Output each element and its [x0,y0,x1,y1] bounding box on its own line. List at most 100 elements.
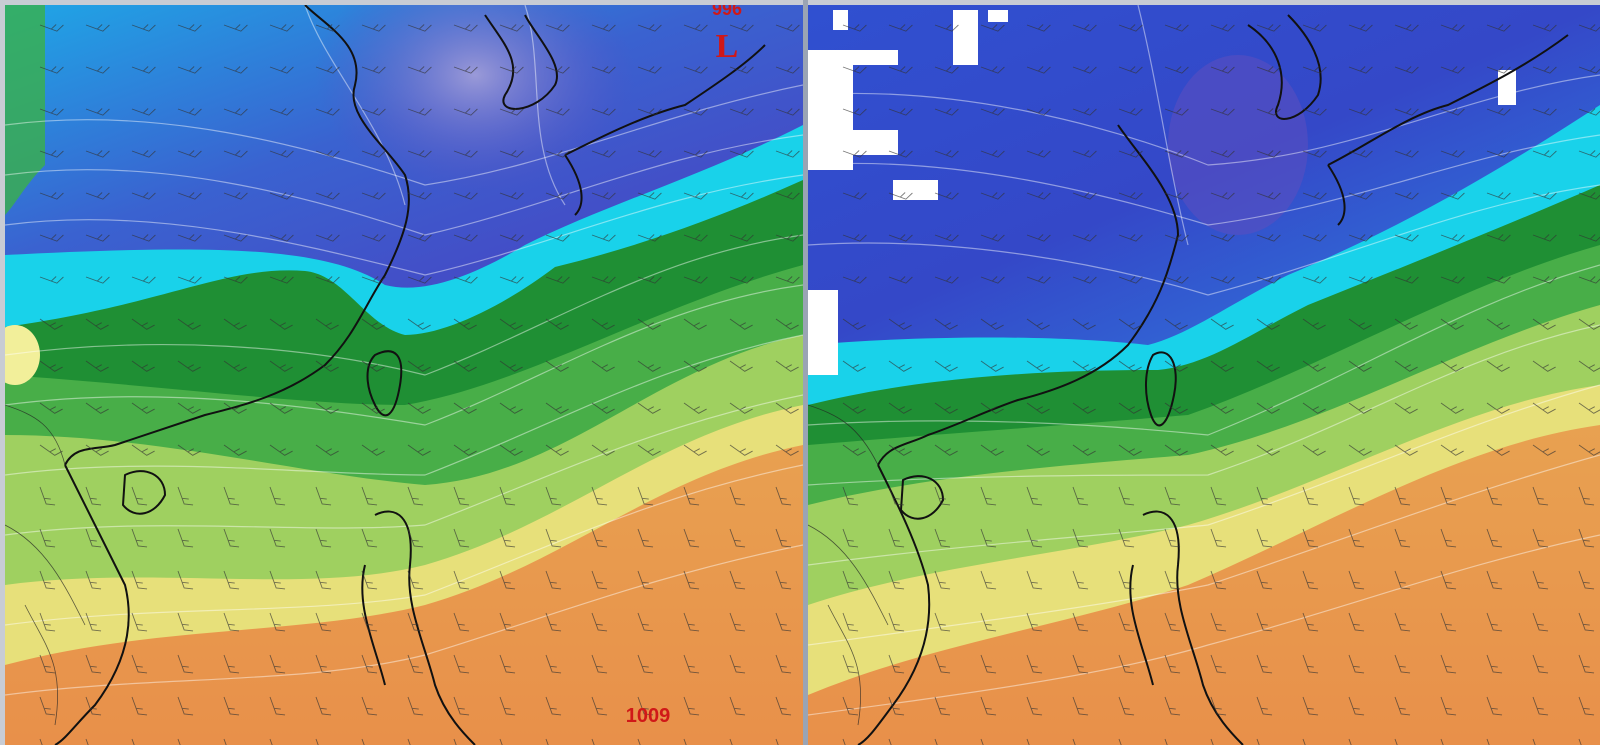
wind-barb [729,192,754,200]
wind-barb [131,318,155,330]
wind-barb [842,654,859,674]
wind-barb [729,150,754,158]
wind-barb [1578,234,1600,242]
wind-barb [980,24,1005,32]
wind-barb [637,360,661,372]
wind-barb [1072,234,1097,242]
wind-barb [729,528,746,548]
land-patch [5,5,45,215]
wind-barb [1256,402,1280,414]
wind-barb [407,108,432,116]
wind-barb [407,24,432,32]
wind-barb [683,360,707,372]
wind-barb [1164,444,1188,456]
wind-barb [1486,444,1510,456]
wind-barb [980,654,997,674]
wind-barb [453,444,477,456]
wind-barb [1394,570,1411,590]
wind-barb [453,318,477,330]
wind-barb [1486,696,1503,716]
wind-barb [1164,192,1189,200]
wind-barb [1532,570,1549,590]
wind-barb [775,66,800,74]
wind-barb [407,66,432,74]
wind-barb [85,192,110,200]
wind-barb [1578,24,1600,32]
wind-barb [1256,24,1281,32]
wind-barb [177,696,194,716]
wind-barb [1072,318,1096,330]
wind-barb [842,66,867,74]
wind-barb [1118,360,1142,372]
wind-barb [85,318,109,330]
wind-barb [1256,612,1273,632]
wind-barb [545,66,570,74]
wind-barb [683,24,708,32]
wind-barb [361,696,378,716]
wind-barb [1210,696,1227,716]
wind-barb [1302,612,1319,632]
wind-barb [637,234,662,242]
wind-barb [683,276,708,284]
wind-barb [1026,654,1043,674]
wind-barb [269,276,294,284]
wind-barb [934,570,951,590]
wind-barb [315,696,332,716]
wind-barb [591,234,616,242]
wind-barb [407,486,424,506]
wind-barb [1348,150,1373,158]
wind-barb [683,402,707,414]
wind-barb [223,66,248,74]
wind-barb [637,612,654,632]
wind-barb [1072,528,1089,548]
wind-barb [407,276,432,284]
wind-barb [1210,108,1235,116]
wind-barb [499,276,524,284]
wind-barb [1532,612,1549,632]
wind-barb [269,654,286,674]
wind-barb [85,696,102,716]
missing-data [808,10,1516,375]
wind-barb [1486,486,1503,506]
wind-barb [1486,66,1511,74]
wind-barb [775,234,800,242]
wind-barb [269,444,293,456]
wind-barb [39,234,64,242]
wind-barb [453,276,478,284]
wind-barb [842,486,859,506]
wind-barb [499,402,523,414]
wind-barb [1210,528,1227,548]
wind-barb [499,612,516,632]
wind-barb [315,444,339,456]
wind-barb [85,654,102,674]
wind-barb [1440,360,1464,372]
wind-barb [131,234,156,242]
wind-barb [177,192,202,200]
wind-barb [269,192,294,200]
wind-barb [499,66,524,74]
wind-barb [315,360,339,372]
wind-barb [1118,486,1135,506]
wind-barb [1440,276,1465,284]
wind-barb [683,654,700,674]
wind-barb [131,570,148,590]
cold-core [1168,55,1308,235]
wind-barb [545,612,562,632]
wind-barb [223,150,248,158]
wind-barb [1210,654,1227,674]
wind-barb [1394,108,1419,116]
wind-barb [1164,108,1189,116]
wind-barb [1210,486,1227,506]
wind-barb [453,486,470,506]
wind-barb [545,360,569,372]
wind-barb [1118,24,1143,32]
wind-barb [85,528,102,548]
wind-barb [1256,66,1281,74]
wind-barb [1440,696,1457,716]
cold-core [315,5,635,195]
wind-barb [934,360,958,372]
wind-barb [683,696,700,716]
wind-barb [407,192,432,200]
wind-barb [223,108,248,116]
